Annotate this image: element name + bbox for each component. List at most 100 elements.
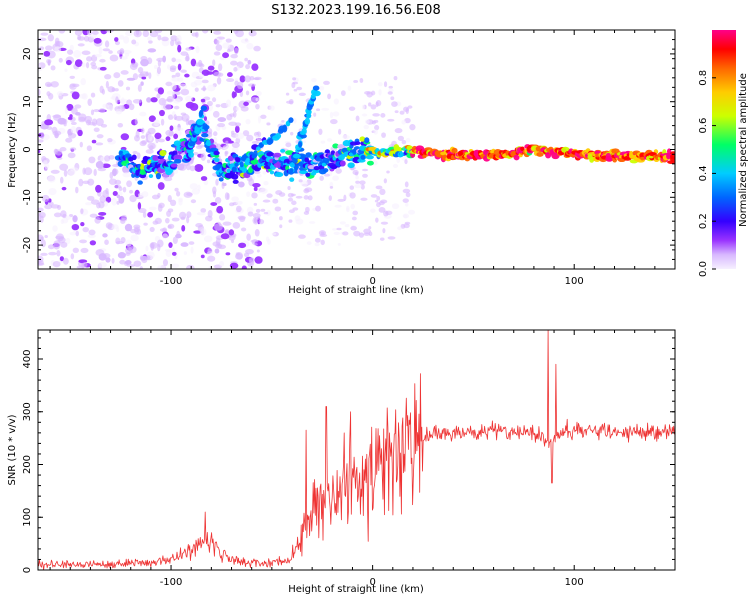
spectrogram-blob: [290, 131, 294, 136]
spectrogram-blob: [93, 127, 100, 133]
spectrogram-blob: [281, 119, 285, 123]
spectrogram-blob: [312, 85, 320, 91]
spectrogram-blob: [165, 249, 172, 257]
spectrogram-blob: [52, 225, 58, 232]
spectrogram-blob: [375, 185, 383, 190]
spectrogram-blob: [114, 179, 122, 185]
spectrogram-blob: [251, 140, 260, 144]
spectrogram-blob: [245, 158, 250, 164]
spectrogram-blob: [221, 181, 225, 190]
spectrogram-blob: [288, 117, 294, 123]
spectrogram-blob: [140, 56, 148, 61]
spectrogram-blob: [300, 133, 307, 139]
spectrogram-blob: [255, 208, 261, 213]
snr-xtick-label: -100: [160, 577, 183, 588]
spectrogram-blob: [44, 234, 48, 239]
spectrogram-blob: [141, 76, 147, 80]
spectrogram-blob: [231, 166, 237, 173]
spectrogram-blob: [155, 172, 162, 180]
spectrogram-blob: [220, 233, 230, 240]
spectrogram-blob: [130, 234, 139, 242]
spectrogram-blob: [339, 160, 346, 167]
spectrogram-blob: [347, 162, 355, 169]
spectrogram-blob: [339, 221, 346, 225]
spectrogram-blob: [98, 201, 105, 209]
spectrogram-blob: [198, 149, 207, 155]
spectrogram-blob: [53, 212, 62, 218]
spectrogram-blob: [248, 83, 256, 87]
spectrogram-blob: [141, 191, 149, 198]
spectrogram-blob: [107, 138, 113, 143]
spectrogram-blob: [640, 156, 645, 161]
spectrogram-blob: [203, 179, 209, 186]
spectrogram-blob: [118, 56, 128, 60]
spectrogram-blob: [359, 180, 366, 185]
spectrogram-blob: [131, 39, 137, 45]
spectrogram-blob: [404, 221, 411, 225]
spectrogram-blob: [80, 208, 84, 215]
spectrogram-blob: [147, 211, 154, 218]
spectrogram-blob: [271, 232, 277, 236]
spectrogram-blob: [214, 157, 220, 163]
spectrogram-blob: [282, 124, 287, 130]
spectrogram-blob: [315, 108, 321, 112]
spectrogram-blob: [349, 185, 355, 190]
spectrogram-blob: [132, 150, 138, 155]
spectrogram-blob: [86, 56, 93, 62]
spectrogram-blob: [296, 86, 303, 91]
spectrogram-blob: [130, 228, 137, 234]
snr-y-label: SNR (10 * v/v): [7, 414, 18, 485]
spectrogram-blob: [162, 173, 169, 180]
spectrogram-blob: [122, 172, 132, 178]
spectrogram-blob: [222, 42, 231, 49]
spectrogram-blob: [117, 80, 124, 87]
spectrogram-blobs: [38, 30, 675, 269]
spectrogram-blob: [380, 113, 386, 118]
spectrogram-blob: [375, 101, 379, 108]
spectrogram-blob: [190, 58, 197, 67]
spectrogram-blob: [173, 158, 182, 164]
spectrogram-blob: [355, 180, 360, 184]
spectrogram-blob: [263, 181, 269, 186]
spectrogram-blob: [294, 163, 299, 171]
spectrogram-blob: [60, 241, 68, 248]
spectrogram-blob: [183, 191, 193, 198]
spectrogram-blob: [243, 101, 249, 106]
spectrogram-blob: [85, 202, 92, 206]
spectrogram-blob: [145, 245, 149, 252]
spectrogram-blob: [203, 235, 213, 243]
spectrogram-blob: [126, 180, 133, 188]
spectrogram-blob: [513, 154, 520, 161]
spectrogram-blob: [180, 51, 189, 56]
spectrogram-blob: [253, 243, 258, 246]
spectrogram-blob: [227, 72, 233, 78]
spectrogram-blob: [344, 224, 350, 228]
spectrogram-blob: [62, 257, 69, 265]
spectrogram-blob: [361, 113, 368, 117]
spectrogram-blob: [233, 66, 238, 72]
spectrogram-blob: [244, 75, 252, 83]
spectrogram-blob: [152, 155, 160, 162]
spectrogram-blob: [355, 115, 360, 122]
spectrogram-blob: [82, 227, 90, 233]
spectrogram-blob: [66, 103, 74, 111]
spectrogram-blob: [157, 265, 162, 269]
spectrogram-blob: [374, 124, 380, 131]
spectrogram-blob: [90, 92, 96, 98]
spectrogram-blob: [188, 241, 195, 245]
spectrogram-blob: [190, 246, 194, 254]
spectrogram-blob: [364, 119, 370, 124]
spectrogram-blob: [230, 53, 238, 59]
spectrogram-blob: [140, 81, 144, 86]
spectrogram-blob: [65, 137, 73, 143]
spectrogram-blob: [85, 61, 90, 69]
spectrogram-blob: [57, 204, 62, 210]
spectrogram-blob: [176, 41, 182, 45]
spectrogram-blob: [226, 78, 235, 83]
snr-series-line: [38, 330, 675, 570]
spectrogram-blob: [288, 209, 295, 214]
spectrogram-blob: [197, 184, 201, 191]
spectrogram-blob: [148, 72, 152, 80]
spectrogram-blob: [320, 140, 326, 144]
spectrogram-blob: [79, 239, 88, 244]
